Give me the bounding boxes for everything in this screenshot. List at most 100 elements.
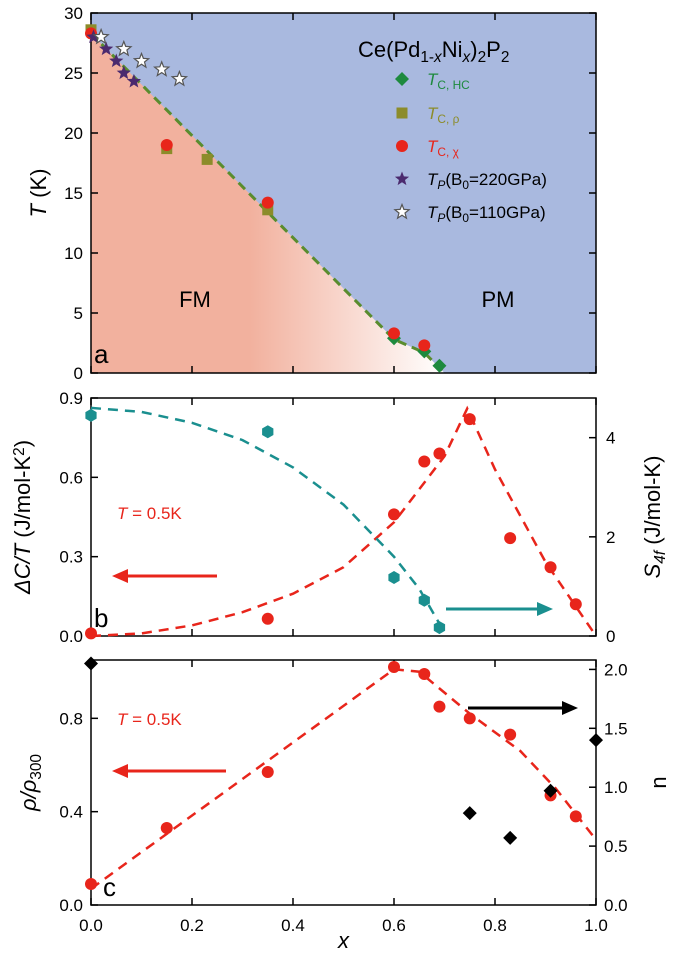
data-point [153, 60, 171, 77]
data-point [85, 878, 97, 890]
data-point [589, 733, 603, 748]
data-point [160, 822, 173, 834]
data-point [109, 53, 124, 68]
left-axis-arrowhead [112, 764, 128, 778]
data-point [99, 41, 114, 56]
legend-label: TC, ρ [427, 104, 460, 126]
data-point [462, 806, 477, 821]
data-point [388, 661, 400, 673]
data-point [418, 668, 431, 680]
legend-entry-2: TC, χ [396, 137, 460, 159]
data-point [543, 783, 558, 798]
y-tick-label: 0.3 [59, 548, 83, 567]
legend-entry-1: TC, ρ [396, 104, 460, 126]
legend-marker [396, 140, 408, 152]
data-point [261, 612, 274, 625]
data-point [170, 69, 189, 87]
y-tick-label: 10 [64, 244, 83, 263]
data-point [388, 571, 400, 584]
data-point [418, 339, 431, 352]
data-point [261, 196, 274, 209]
panel-b: 0.0 0.3 0.6 0.9 0 2 4 T = 0.5K b ΔC/T (J/mol-K2) S… [10, 389, 669, 646]
series-1 [84, 656, 603, 845]
x-tick-label: 0.6 [382, 916, 406, 935]
data-point [116, 65, 131, 80]
panel-letter: b [94, 603, 108, 633]
data-point [433, 447, 446, 460]
legend-label: TP(B0=110GPa) [427, 203, 546, 225]
data-point [433, 700, 446, 713]
series-4 [92, 27, 189, 87]
data-point [388, 327, 400, 340]
x-tick-label: 0.0 [79, 916, 103, 935]
y2-tick-label: 2 [606, 528, 615, 547]
y2-tick-label: 1.0 [604, 778, 628, 797]
legend-entry-3: TP(B0=220GPa) [394, 170, 547, 192]
data-point [132, 51, 151, 69]
legend-marker [395, 72, 409, 86]
y2-tick-label: 4 [606, 429, 615, 448]
y2-tick-label: 2.0 [604, 660, 628, 679]
series-1 [85, 408, 446, 635]
x-tick-label: 0.2 [180, 916, 204, 935]
legend-label: TP(B0=220GPa) [427, 170, 547, 192]
legend-marker [394, 171, 410, 186]
data-point [418, 593, 430, 607]
data-point [503, 830, 518, 845]
data-point [115, 39, 133, 57]
y-tick-label: 25 [64, 64, 83, 83]
right-axis-arrowhead [562, 701, 578, 715]
y-tick-label: 0.0 [59, 896, 83, 915]
panel-letter: a [94, 339, 109, 369]
right-axis-arrowhead [537, 602, 553, 616]
legend-label: TC, χ [427, 137, 460, 159]
y-tick-label: 15 [64, 184, 83, 203]
data-point [262, 425, 274, 439]
y-tick-label: 0.6 [59, 468, 83, 487]
y2-tick-label: 1.5 [604, 719, 628, 738]
left-axis-arrowhead [112, 569, 128, 583]
plot-frame [90, 659, 597, 906]
y2-axis-label: S4f (J/mol-K) [640, 456, 669, 579]
series-3 [86, 29, 142, 88]
y-tick-label: 0.9 [59, 389, 83, 408]
y2-tick-label: 0 [606, 627, 615, 646]
y-tick-label: 0.0 [59, 627, 83, 646]
x-axis-label: x [337, 928, 350, 953]
y2-axis-label: n [646, 776, 671, 788]
y-tick-label: 0.8 [59, 709, 83, 728]
data-point [160, 139, 173, 151]
fit-line [90, 406, 441, 625]
x-tick-label: 1.0 [584, 916, 608, 935]
data-point [86, 29, 101, 44]
legend-marker [393, 202, 411, 220]
data-point [92, 27, 110, 45]
data-point [418, 455, 431, 468]
plot-frame [90, 397, 597, 637]
fit-line [90, 405, 598, 638]
legend-marker [396, 107, 408, 119]
data-point [504, 532, 517, 545]
data-point [432, 358, 447, 373]
y-tick-label: 0 [74, 364, 83, 383]
data-point [463, 413, 476, 426]
data-point [85, 408, 97, 422]
y-axis-label: T (K) [26, 169, 51, 218]
y2-tick-label: 0.0 [604, 896, 628, 915]
panel-letter: c [103, 872, 116, 902]
temperature-annotation: T = 0.5K [117, 504, 182, 523]
panel-c: 0.0 0.4 0.8 0.0 0.5 1.0 1.5 2.0 0.0 0.2 0.4 0.6 0.8 1… [16, 656, 671, 953]
data-point [433, 621, 446, 635]
x-tick-label: 0.4 [281, 916, 305, 935]
region-label-fm: FM [179, 287, 211, 312]
x-tick-label: 0.8 [483, 916, 507, 935]
legend-entry-4: TP(B0=110GPa) [393, 202, 546, 225]
data-point [569, 598, 582, 611]
chart-title: Ce(Pd1-xNix)2P2 [358, 37, 509, 66]
data-point [84, 656, 98, 671]
y-tick-label: 20 [64, 124, 83, 143]
phase-boundary-line [89, 32, 446, 375]
data-point [388, 508, 400, 521]
series-0 [85, 413, 582, 640]
